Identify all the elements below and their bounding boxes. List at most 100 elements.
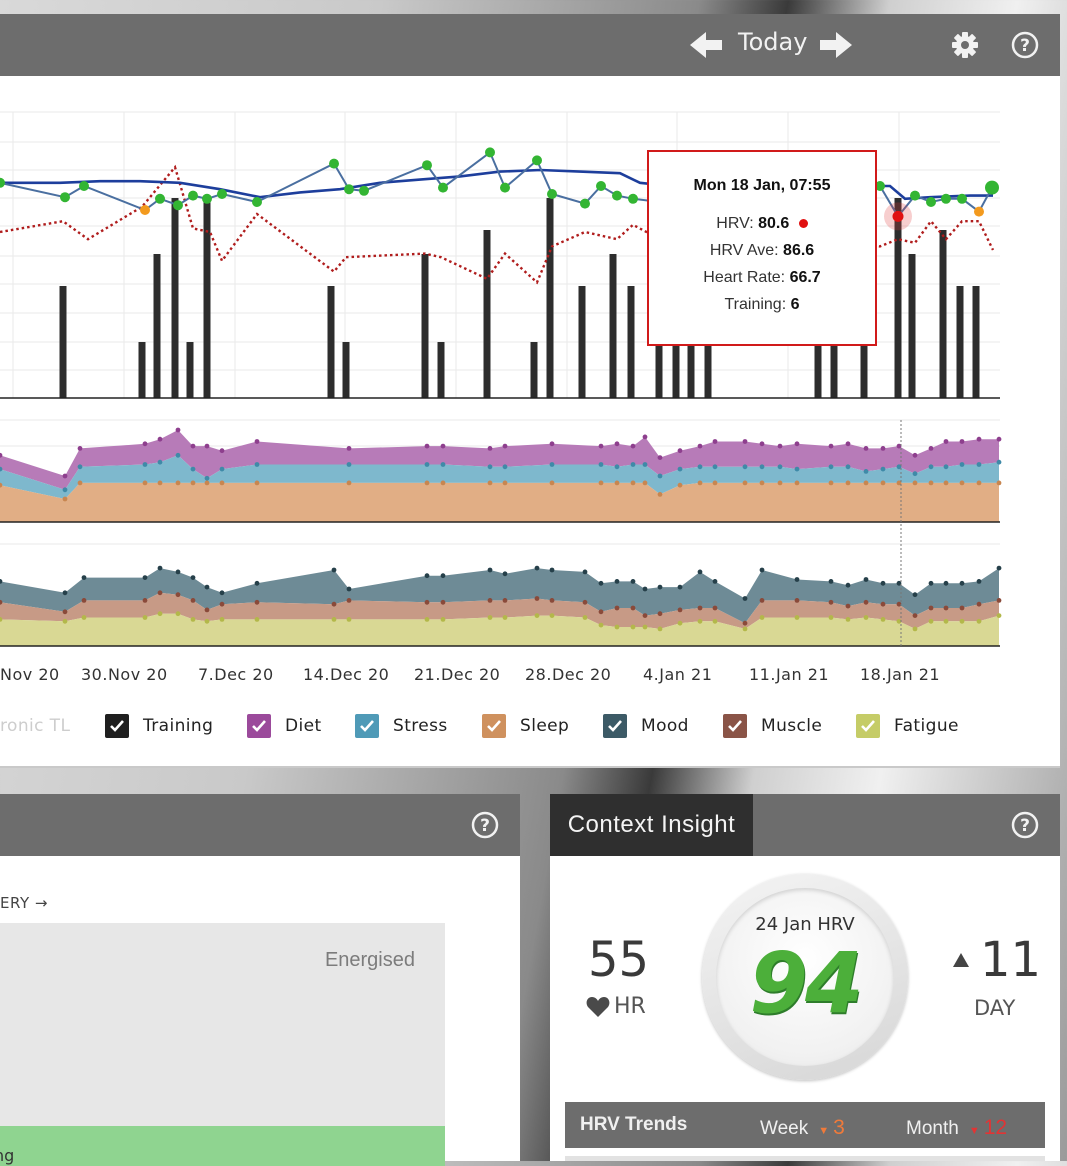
- sleep-point: [219, 480, 225, 486]
- help-icon[interactable]: ?: [1010, 810, 1040, 840]
- diet-point: [845, 441, 851, 447]
- next-arrow-icon[interactable]: [818, 30, 852, 60]
- training-bar: [483, 230, 491, 398]
- training-bar: [894, 198, 902, 398]
- sleep-point: [190, 480, 196, 486]
- tooltip-hrv-label: HRV:: [716, 215, 754, 232]
- muscle-point: [424, 599, 430, 605]
- stress-point: [976, 462, 982, 467]
- muscle-point: [549, 598, 555, 603]
- sleep-point: [642, 480, 648, 486]
- hrv-point: [0, 177, 5, 188]
- hrv-point: [217, 189, 227, 199]
- sleep-point: [759, 480, 765, 486]
- training-bar: [687, 342, 695, 398]
- mood-point: [742, 596, 748, 601]
- recovery-link[interactable]: ERY →: [0, 894, 48, 912]
- legend-sleep[interactable]: Sleep: [482, 712, 569, 740]
- hrv-point: [60, 192, 70, 203]
- fatigue-point: [142, 615, 148, 620]
- legend-muscle[interactable]: Muscle: [723, 712, 822, 740]
- sleep-point: [712, 480, 718, 486]
- diet-point: [598, 443, 604, 449]
- stress-point: [697, 464, 703, 470]
- legend-diet[interactable]: Diet: [247, 712, 322, 740]
- gauge-value: 94: [749, 934, 864, 1032]
- mood-point: [845, 582, 851, 588]
- muscle-area: [0, 592, 999, 629]
- fatigue-point: [828, 615, 834, 620]
- hrv-point: [580, 198, 590, 209]
- sleep-point: [157, 480, 163, 486]
- muscle-point: [943, 605, 949, 611]
- mood-point: [62, 590, 68, 596]
- fatigue-point: [219, 617, 225, 622]
- checkbox-checked-icon[interactable]: [723, 714, 747, 738]
- fatigue-point: [712, 618, 718, 624]
- legend-training[interactable]: Training: [105, 712, 213, 740]
- week-value: 3: [833, 1116, 845, 1139]
- tooltip-hrv-ave-value: 86.6: [783, 242, 815, 259]
- stress-point: [996, 459, 1002, 465]
- x-tick-label: 11.Jan 21: [749, 665, 830, 684]
- mood-point: [863, 577, 869, 582]
- mood-point: [614, 579, 620, 584]
- diet-point: [996, 436, 1002, 442]
- fatigue-point: [912, 626, 918, 632]
- mood-point: [219, 590, 225, 596]
- legend-stress[interactable]: Stress: [355, 712, 448, 740]
- training-bar: [153, 254, 161, 398]
- hrv-point: [422, 160, 432, 171]
- diet-area: [0, 430, 999, 490]
- muscle-point: [204, 607, 210, 613]
- diet-point: [712, 439, 718, 444]
- mood-point: [677, 584, 683, 590]
- muscle-point: [912, 613, 918, 618]
- prev-arrow-icon[interactable]: [690, 30, 724, 60]
- hrv-point: [941, 193, 951, 204]
- hrv-chart[interactable]: [0, 76, 1060, 656]
- legend-label: Sleep: [520, 716, 570, 736]
- help-icon[interactable]: ?: [470, 810, 500, 840]
- muscle-point: [896, 601, 902, 607]
- legend-mood[interactable]: Mood: [603, 712, 689, 740]
- hrv-highlight-point: [892, 210, 904, 222]
- hrv-point: [628, 193, 638, 204]
- hrv-chart-panel: Mon 18 Jan, 07:55 HRV: 80.6 HRV Ave: 86.…: [0, 76, 1060, 768]
- gear-icon[interactable]: [950, 30, 980, 60]
- fatigue-point: [81, 615, 87, 620]
- hrv-point: [957, 193, 967, 204]
- fatigue-point: [331, 617, 337, 622]
- legend-chronic-tl[interactable]: ronic TL: [0, 712, 70, 740]
- hrv-gauge-face: 24 Jan HRV 94: [716, 888, 894, 1066]
- checkbox-checked-icon[interactable]: [482, 714, 506, 738]
- checkbox-checked-icon[interactable]: [856, 714, 880, 738]
- checkbox-checked-icon[interactable]: [603, 714, 627, 738]
- training-bar: [609, 254, 617, 398]
- hrv-line: [0, 150, 993, 219]
- training-bar: [908, 254, 916, 398]
- fatigue-point: [0, 617, 3, 622]
- fatigue-point: [896, 618, 902, 624]
- help-icon[interactable]: ?: [1010, 30, 1040, 60]
- sleep-point: [487, 480, 493, 486]
- checkbox-checked-icon[interactable]: [247, 714, 271, 738]
- legend-fatigue[interactable]: Fatigue: [856, 712, 959, 740]
- tab-context-insight[interactable]: Context Insight: [550, 794, 753, 856]
- diet-point: [346, 446, 352, 451]
- checkbox-checked-icon[interactable]: [355, 714, 379, 738]
- stress-point: [204, 475, 210, 481]
- diet-point: [175, 427, 181, 433]
- diet-point: [777, 443, 783, 449]
- today-button[interactable]: Today: [738, 28, 808, 56]
- sleep-point: [0, 482, 3, 488]
- mood-point: [424, 573, 430, 579]
- muscle-point: [996, 598, 1002, 603]
- heart-icon: [586, 996, 610, 1017]
- hrv-gauge: 24 Jan HRV 94: [702, 874, 908, 1080]
- heart-rate-label: HR: [614, 994, 646, 1019]
- hrv-point: [596, 181, 606, 191]
- diet-point: [254, 439, 260, 444]
- checkbox-checked-icon[interactable]: [105, 714, 129, 738]
- training-bar: [972, 286, 980, 398]
